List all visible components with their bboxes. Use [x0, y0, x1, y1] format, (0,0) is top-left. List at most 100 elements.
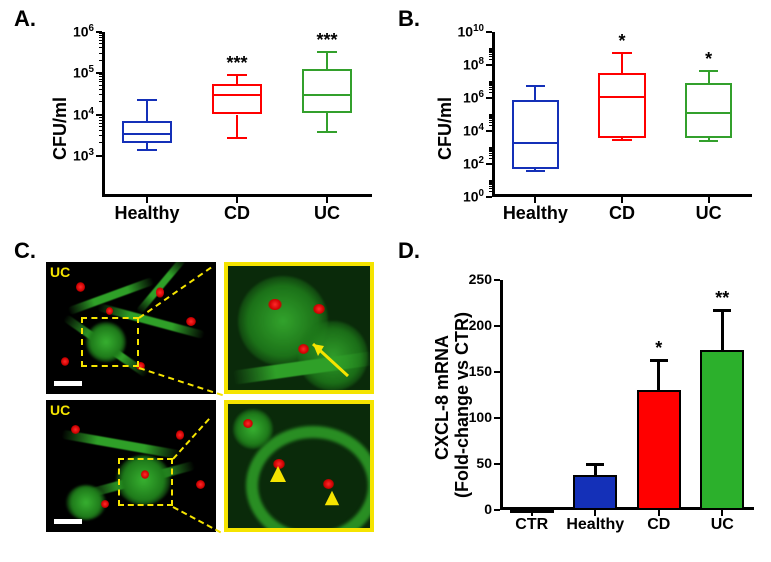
ytick-minor — [489, 150, 492, 151]
box — [122, 121, 172, 143]
median — [212, 94, 262, 96]
panel-b-ytitle: CFU/ml — [435, 97, 456, 160]
red-signal — [106, 307, 113, 315]
ytick-label: 0 — [484, 501, 492, 517]
ytick-minor — [99, 120, 102, 121]
median — [122, 133, 172, 135]
category-label: UC — [690, 516, 754, 534]
red-signal — [196, 480, 205, 489]
whisker — [326, 113, 328, 132]
panel-a-label: A. — [14, 6, 36, 32]
ytick — [494, 417, 500, 419]
ytick-minor — [99, 33, 102, 34]
ytick-label: 200 — [469, 317, 492, 333]
ytick-minor — [489, 191, 492, 192]
ytick-label: 104 — [73, 106, 94, 123]
significance-marker: *** — [212, 53, 262, 74]
panel-b-yaxis — [492, 32, 495, 197]
panel-a-yaxis — [102, 32, 105, 197]
ytick-minor — [99, 74, 102, 75]
ytick-minor — [489, 51, 492, 52]
green-signal — [61, 430, 181, 460]
ytick-minor — [99, 37, 102, 38]
arrowhead-annotation — [323, 489, 341, 507]
significance-marker: *** — [302, 30, 352, 51]
ytick-minor — [489, 125, 492, 126]
ytick — [486, 196, 492, 198]
panel-d-ytitle-2: (Fold-change vs CTR) — [452, 312, 473, 498]
ytick-minor — [99, 123, 102, 124]
whisker-cap — [526, 170, 545, 172]
whisker-cap — [137, 99, 157, 101]
micrograph-1-label: UC — [50, 264, 70, 280]
ytick — [96, 72, 102, 74]
ytick-minor — [99, 60, 102, 61]
errorbar-cap — [586, 463, 604, 466]
scale-bar-2 — [54, 519, 82, 524]
errorbar — [657, 360, 660, 390]
roi-box-2 — [118, 458, 173, 506]
box — [512, 100, 560, 169]
ytick-label: 105 — [73, 64, 94, 81]
red-signal — [101, 500, 109, 508]
errorbar-cap — [650, 359, 668, 362]
ytick-minor — [489, 155, 492, 156]
ytick — [96, 31, 102, 33]
whisker-cap — [227, 137, 247, 139]
whisker — [708, 71, 710, 83]
ytick-minor — [489, 114, 492, 115]
red-signal — [268, 299, 282, 310]
ytick-label: 100 — [463, 188, 484, 205]
whisker — [326, 52, 328, 69]
ytick-minor — [99, 101, 102, 102]
ytick — [486, 64, 492, 66]
significance-marker: * — [639, 338, 679, 359]
whisker — [146, 100, 148, 121]
category-label: Healthy — [495, 203, 575, 224]
bar-cd — [637, 390, 681, 510]
box — [685, 83, 733, 137]
ytick-minor — [489, 183, 492, 184]
ytick-minor — [99, 43, 102, 44]
ytick-minor — [489, 186, 492, 187]
ytick-minor — [489, 50, 492, 51]
red-signal — [71, 425, 80, 434]
ytick-minor — [489, 147, 492, 148]
red-signal — [323, 479, 334, 489]
ytick — [486, 97, 492, 99]
ytick-minor — [489, 54, 492, 55]
whisker-cap — [317, 131, 337, 133]
ytick-label: 108 — [463, 56, 484, 73]
median — [685, 112, 733, 114]
ytick-minor — [489, 182, 492, 183]
ytick-minor — [489, 188, 492, 189]
ytick-minor — [489, 92, 492, 93]
callout-uc-2 — [224, 400, 374, 532]
ytick-minor — [489, 151, 492, 152]
ytick — [486, 31, 492, 33]
box — [302, 69, 352, 113]
whisker — [236, 115, 238, 138]
category-label: CD — [197, 203, 277, 224]
red-signal — [186, 317, 196, 326]
ytick-minor — [99, 117, 102, 118]
ytick-minor — [99, 76, 102, 77]
median — [598, 96, 646, 98]
panel-b-label: B. — [398, 6, 420, 32]
ytick-minor — [99, 89, 102, 90]
whisker-cap — [227, 74, 247, 76]
ytick-minor — [99, 142, 102, 143]
red-signal — [61, 357, 69, 366]
category-label: Healthy — [107, 203, 187, 224]
bar-ctr — [510, 509, 554, 513]
whisker — [621, 53, 623, 72]
ytick — [96, 114, 102, 116]
ytick-minor — [489, 84, 492, 85]
panel-a-ytitle: CFU/ml — [50, 97, 71, 160]
ytick-minor — [99, 126, 102, 127]
errorbar — [721, 310, 724, 350]
category-label: UC — [287, 203, 367, 224]
ytick-minor — [489, 122, 492, 123]
ytick-minor — [99, 135, 102, 136]
micrograph-uc-2: UC — [46, 400, 216, 532]
